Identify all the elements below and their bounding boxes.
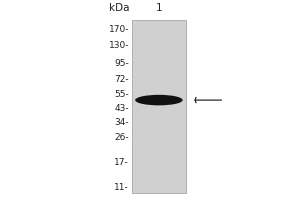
Bar	[132, 20, 186, 193]
Text: 43-: 43-	[115, 104, 129, 113]
Text: 130-: 130-	[109, 41, 129, 50]
Text: 17-: 17-	[114, 158, 129, 167]
Text: 95-: 95-	[114, 59, 129, 68]
Ellipse shape	[135, 95, 183, 105]
Text: 72-: 72-	[115, 75, 129, 84]
Text: 26-: 26-	[115, 133, 129, 142]
Text: kDa: kDa	[109, 3, 129, 13]
Text: 34-: 34-	[115, 118, 129, 127]
Text: 11-: 11-	[114, 183, 129, 192]
Text: 170-: 170-	[109, 25, 129, 34]
Text: 55-: 55-	[114, 90, 129, 99]
Text: 1: 1	[156, 3, 162, 13]
